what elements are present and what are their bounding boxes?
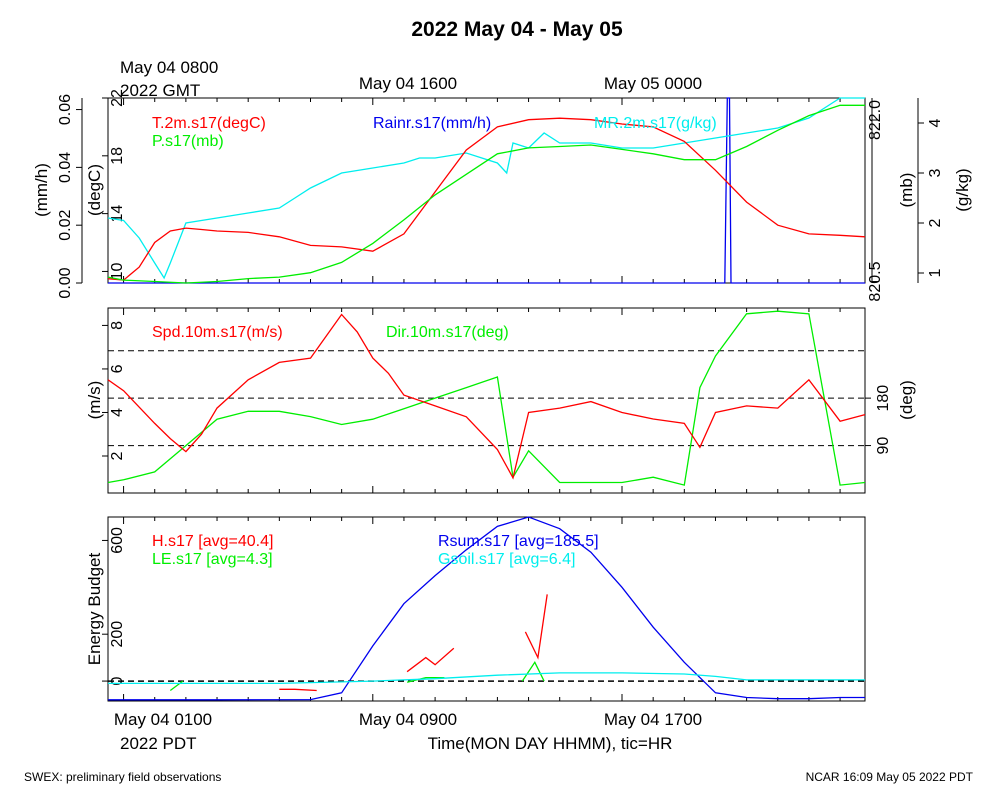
series-line-blue bbox=[108, 516, 865, 701]
bottom-axis-label-0900: May 04 0900 bbox=[359, 710, 457, 729]
speed-tick-label: 2 bbox=[109, 451, 126, 460]
energy-tick-label: 600 bbox=[109, 527, 126, 554]
speed-tick-label: 8 bbox=[109, 321, 126, 330]
degc-axis-title: (degC) bbox=[85, 164, 104, 216]
rain-tick-label: 0.04 bbox=[57, 152, 74, 183]
series-line-blue bbox=[108, 97, 865, 284]
series-line-cyan bbox=[108, 672, 865, 685]
top-axis-first-tz: 2022 GMT bbox=[120, 81, 200, 100]
mixing-ratio-tick-label: 4 bbox=[927, 118, 944, 127]
series-line-green bbox=[107, 104, 865, 284]
degc-tick-label: 10 bbox=[109, 262, 126, 280]
series-segment-green bbox=[169, 680, 184, 692]
panel-energy: 0 200 600 Energy Budget H.s17 [avg=40.4]LE.s… bbox=[85, 516, 866, 702]
top-axis-label-1600: May 04 1600 bbox=[359, 74, 457, 93]
energy-tick-label: 200 bbox=[109, 621, 126, 648]
bottom-axis-tz: 2022 PDT bbox=[120, 734, 197, 753]
series-line-red bbox=[107, 313, 866, 480]
footer-right: NCAR 16:09 May 05 2022 PDT bbox=[806, 770, 974, 784]
panel-frame bbox=[107, 307, 866, 494]
series-line-cyan bbox=[107, 97, 865, 280]
series-line-red bbox=[107, 117, 866, 281]
legend-rain: Rainr.s17(mm/h) bbox=[373, 115, 491, 132]
speed-tick-label: 4 bbox=[109, 408, 126, 417]
footer-left: SWEX: preliminary field observations bbox=[24, 770, 221, 784]
series-line-green bbox=[107, 310, 866, 486]
x-axis-title: Time(MON DAY HHMM), tic=HR bbox=[428, 734, 673, 753]
legend-soil-heat: Gsoil.s17 [avg=6.4] bbox=[438, 551, 575, 568]
mixing-ratio-tick-label: 1 bbox=[927, 268, 944, 277]
legend-radiation-sum: Rsum.s17 [avg=185.5] bbox=[438, 533, 599, 550]
direction-axis-title: (deg) bbox=[897, 380, 916, 420]
speed-tick-label: 6 bbox=[109, 364, 126, 373]
pressure-axis-title: (mb) bbox=[897, 173, 916, 208]
panel-frame bbox=[107, 516, 866, 702]
bottom-axis-label-1700: May 04 1700 bbox=[604, 710, 702, 729]
chart-title: 2022 May 04 - May 05 bbox=[411, 18, 623, 41]
degc-tick-label: 18 bbox=[109, 147, 126, 165]
legend-sensible-heat: H.s17 [avg=40.4] bbox=[152, 533, 273, 550]
direction-tick-label: 90 bbox=[875, 437, 892, 455]
direction-tick-label: 180 bbox=[875, 385, 892, 412]
series-segment-green bbox=[406, 676, 445, 683]
degc-tick-label: 14 bbox=[109, 205, 126, 223]
legend-wind-direction: Dir.10m.s17(deg) bbox=[386, 324, 509, 341]
rain-tick-label: 0.06 bbox=[57, 94, 74, 125]
panel-wind: 2 4 6 8 90 180 (m/s) (deg) Spd.10m.s17(m/s) Dir.1… bbox=[85, 307, 916, 494]
bottom-axis-label-0100: May 04 0100 bbox=[114, 710, 212, 729]
rain-tick-label: 0.02 bbox=[57, 210, 74, 241]
legend-mixing-ratio: MR.2m.s17(g/kg) bbox=[594, 115, 717, 132]
series-segment-green bbox=[521, 661, 545, 682]
top-axis-label-0000: May 05 0000 bbox=[604, 74, 702, 93]
degc-tick-label: 22 bbox=[109, 89, 126, 107]
energy-axis-title: Energy Budget bbox=[85, 552, 104, 665]
legend-temperature: T.2m.s17(degC) bbox=[152, 115, 266, 132]
series-segment-red bbox=[279, 688, 317, 692]
legend-pressure: P.s17(mb) bbox=[152, 133, 224, 150]
rain-tick-label: 0.00 bbox=[57, 267, 74, 298]
energy-tick-label: 0 bbox=[109, 677, 126, 686]
panel-state: 10 14 18 22 0.00 0.02 0.04 0.06 820.5 822.0 1 2 3 4 (m… bbox=[32, 89, 972, 302]
series-segment-red bbox=[406, 647, 455, 673]
mixing-ratio-axis-title: (g/kg) bbox=[953, 168, 972, 211]
mixing-ratio-tick-label: 2 bbox=[927, 218, 944, 227]
top-axis-first-label: May 04 0800 bbox=[120, 58, 218, 77]
pressure-tick-label: 822.0 bbox=[867, 100, 884, 140]
legend-wind-speed: Spd.10m.s17(m/s) bbox=[152, 324, 283, 341]
pressure-tick-label: 820.5 bbox=[867, 261, 884, 301]
legend-latent-heat: LE.s17 [avg=4.3] bbox=[152, 551, 273, 568]
rain-axis-title: (mm/h) bbox=[32, 163, 51, 217]
series-segment-red bbox=[524, 594, 548, 660]
mixing-ratio-tick-label: 3 bbox=[927, 168, 944, 177]
speed-axis-title: (m/s) bbox=[85, 381, 104, 420]
